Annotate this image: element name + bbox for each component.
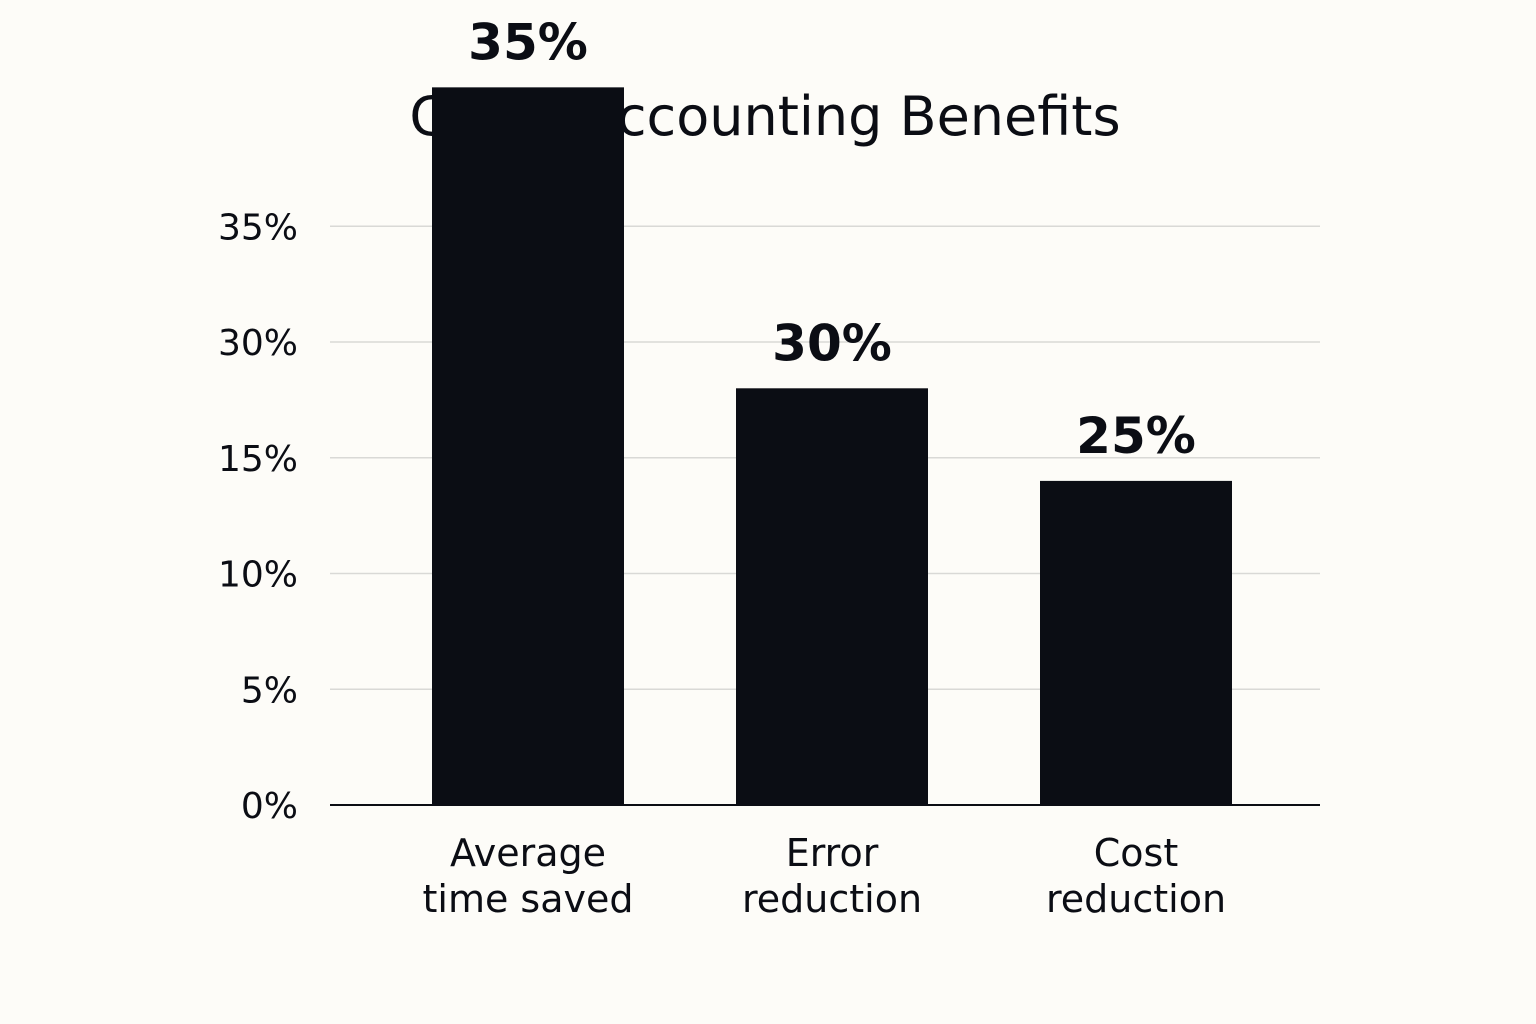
x-tick-label: time saved xyxy=(422,877,633,921)
y-tick-label: 15% xyxy=(218,439,298,480)
y-tick-label: 5% xyxy=(241,670,298,711)
x-tick-label: Cost xyxy=(1094,831,1178,875)
y-axis-ticks: 0% 5% 10% 15% 30% 35% xyxy=(218,207,298,827)
bars xyxy=(432,87,1232,806)
x-tick-label: Average xyxy=(450,831,606,875)
bar-value-label: 35% xyxy=(468,13,588,71)
x-tick-label: reduction xyxy=(1046,877,1226,921)
data-labels: 35% 30% 25% xyxy=(468,13,1196,465)
x-tick-label: Error xyxy=(786,831,879,875)
bar xyxy=(432,87,624,806)
bar xyxy=(1040,480,1232,805)
y-tick-label: 10% xyxy=(218,555,298,596)
bar xyxy=(736,388,928,805)
bar-value-label: 25% xyxy=(1076,407,1196,465)
y-tick-label: 0% xyxy=(241,786,298,827)
bar-value-label: 30% xyxy=(772,314,892,372)
y-tick-label: 35% xyxy=(218,207,298,248)
x-tick-label: reduction xyxy=(742,877,922,921)
y-tick-label: 30% xyxy=(218,323,298,364)
